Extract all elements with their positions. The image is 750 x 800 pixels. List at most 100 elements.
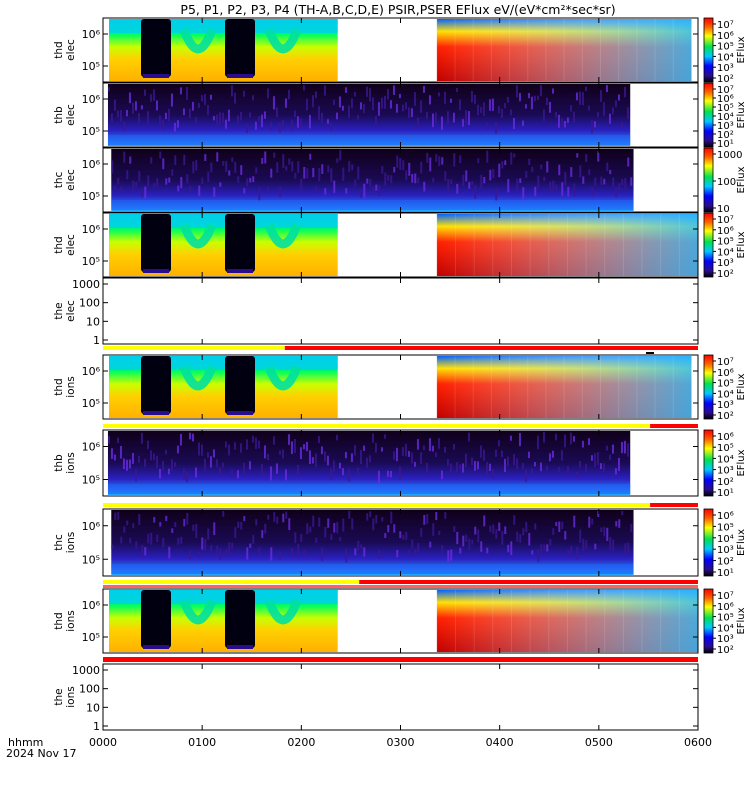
- heatmap-noise-stripe: [401, 104, 404, 112]
- heatmap-noise-stripe: [198, 185, 201, 196]
- heatmap-noise-stripe: [566, 117, 569, 123]
- heatmap-noise-stripe: [123, 526, 126, 533]
- heatmap-noise-stripe: [623, 86, 626, 98]
- heatmap-noise-stripe: [386, 88, 389, 100]
- heatmap-noise-stripe: [441, 545, 444, 557]
- heatmap-noise-stripe: [495, 187, 498, 202]
- colorbar-tick-label: 1000: [717, 150, 742, 161]
- heatmap-v-feature: [264, 28, 302, 54]
- colorbar-tick-label: 10¹: [717, 488, 734, 499]
- heatmap-noise-stripe: [180, 536, 183, 544]
- y-tick-label: 10⁶: [82, 520, 101, 533]
- heatmap-noise-stripe: [584, 86, 587, 92]
- heatmap-noise-stripe: [323, 451, 326, 462]
- heatmap-noise-stripe: [174, 155, 177, 166]
- heatmap-noise-stripe: [107, 435, 110, 444]
- heatmap-noise-stripe: [533, 462, 536, 467]
- heatmap-noise-stripe: [243, 188, 246, 194]
- heatmap-noise-stripe: [161, 460, 164, 471]
- heatmap-noise-stripe: [279, 551, 282, 560]
- heatmap-noise-stripe: [626, 443, 629, 457]
- colorbar-tick-label: 10⁷: [717, 591, 734, 602]
- heatmap-noise-stripe: [578, 460, 581, 468]
- heatmap-noise-stripe: [194, 467, 197, 478]
- y-axis-label-line-1: thd: [53, 378, 65, 395]
- heatmap-noise-stripe: [159, 151, 162, 159]
- heatmap-noise-stripe: [453, 526, 456, 533]
- heatmap-noise-stripe: [195, 524, 198, 538]
- y-tick-label: 1: [93, 334, 100, 347]
- heatmap-noise-stripe: [347, 468, 350, 482]
- heatmap-noise-stripe: [570, 546, 573, 558]
- panel-frame: [102, 663, 699, 731]
- heatmap-noise-stripe: [200, 95, 203, 102]
- heatmap-noise-stripe: [212, 116, 215, 121]
- heatmap-noise-stripe: [344, 451, 347, 459]
- heatmap-noise-stripe: [506, 456, 509, 467]
- heatmap-dark-column: [141, 356, 171, 414]
- heatmap-noise-stripe: [149, 450, 152, 461]
- y-axis-label-line-1: thc: [53, 172, 65, 189]
- heatmap-noise-stripe: [482, 449, 485, 461]
- heatmap-noise-stripe: [228, 170, 231, 176]
- heatmap-noise-stripe: [330, 534, 333, 540]
- heatmap-noise-stripe: [159, 522, 162, 527]
- heatmap-noise-stripe: [162, 158, 165, 170]
- colorbar-tick-label: 10⁴: [717, 112, 734, 123]
- heatmap-noise-stripe: [300, 533, 303, 543]
- heatmap-noise-stripe: [549, 181, 552, 192]
- heatmap-noise-stripe: [417, 177, 420, 184]
- colorbar-tick-label: 10³: [717, 63, 734, 74]
- heatmap-noise-stripe: [258, 187, 261, 202]
- heatmap-noise-stripe: [620, 441, 623, 454]
- x-axis: hhmm 2024 Nov 17 0000 0100 0200 0300 0400 050…: [6, 736, 712, 760]
- heatmap-noise-stripe: [141, 188, 144, 197]
- heatmap-noise-stripe: [537, 175, 540, 189]
- heatmap-noise-stripe: [432, 523, 435, 536]
- heatmap-noise-stripe: [354, 179, 357, 187]
- heatmap-noise-stripe: [210, 545, 213, 552]
- heatmap-noise-stripe: [305, 441, 308, 452]
- heatmap-dark-column-base: [227, 74, 253, 78]
- heatmap-noise-stripe: [128, 459, 131, 469]
- heatmap-noise-stripe: [155, 455, 158, 469]
- heatmap-noise-stripe: [597, 151, 600, 162]
- heatmap-noise-stripe: [156, 178, 159, 187]
- heatmap-noise-stripe: [192, 161, 195, 174]
- heatmap-noise-stripe: [231, 542, 234, 549]
- heatmap-noise-stripe: [615, 521, 618, 527]
- heatmap-noise-stripe: [366, 513, 369, 521]
- heatmap-noise-stripe: [395, 447, 398, 462]
- mode-bar-segment: [650, 424, 698, 428]
- heatmap-noise-stripe: [464, 453, 467, 468]
- heatmap-noise-stripe: [318, 168, 321, 182]
- heatmap-noise-stripe: [479, 445, 482, 458]
- heatmap-noise-stripe: [431, 113, 434, 128]
- mode-bar-segment: [103, 657, 698, 662]
- heatmap-noise-stripe: [422, 445, 425, 451]
- colorbar-label: EFlux: [736, 166, 747, 193]
- heatmap-noise-stripe: [294, 532, 297, 544]
- heatmap-noise-stripe: [222, 511, 225, 517]
- heatmap-noise-stripe: [209, 456, 212, 468]
- heatmap-noise-stripe: [585, 154, 588, 163]
- heatmap-noise-stripe: [225, 161, 228, 173]
- heatmap-noise-stripe: [554, 433, 557, 441]
- heatmap-noise-stripe: [147, 175, 150, 187]
- heatmap-noise-stripe: [530, 468, 533, 475]
- x-tick-label: 0500: [585, 736, 613, 749]
- x-tick-label: 0200: [287, 736, 315, 749]
- heatmap-noise-stripe: [534, 186, 537, 197]
- heatmap-noise-stripe: [404, 102, 407, 110]
- heatmap-noise-stripe: [398, 466, 401, 480]
- heatmap-noise-stripe: [299, 447, 302, 460]
- heatmap-noise-stripe: [542, 109, 545, 122]
- heatmap-noise-stripe: [317, 436, 320, 444]
- heatmap-noise-stripe: [527, 451, 530, 459]
- heatmap-noise-stripe: [203, 93, 206, 106]
- heatmap-noise-stripe: [122, 121, 125, 132]
- heatmap-noise-stripe: [536, 435, 539, 450]
- heatmap-noise-stripe: [234, 161, 237, 173]
